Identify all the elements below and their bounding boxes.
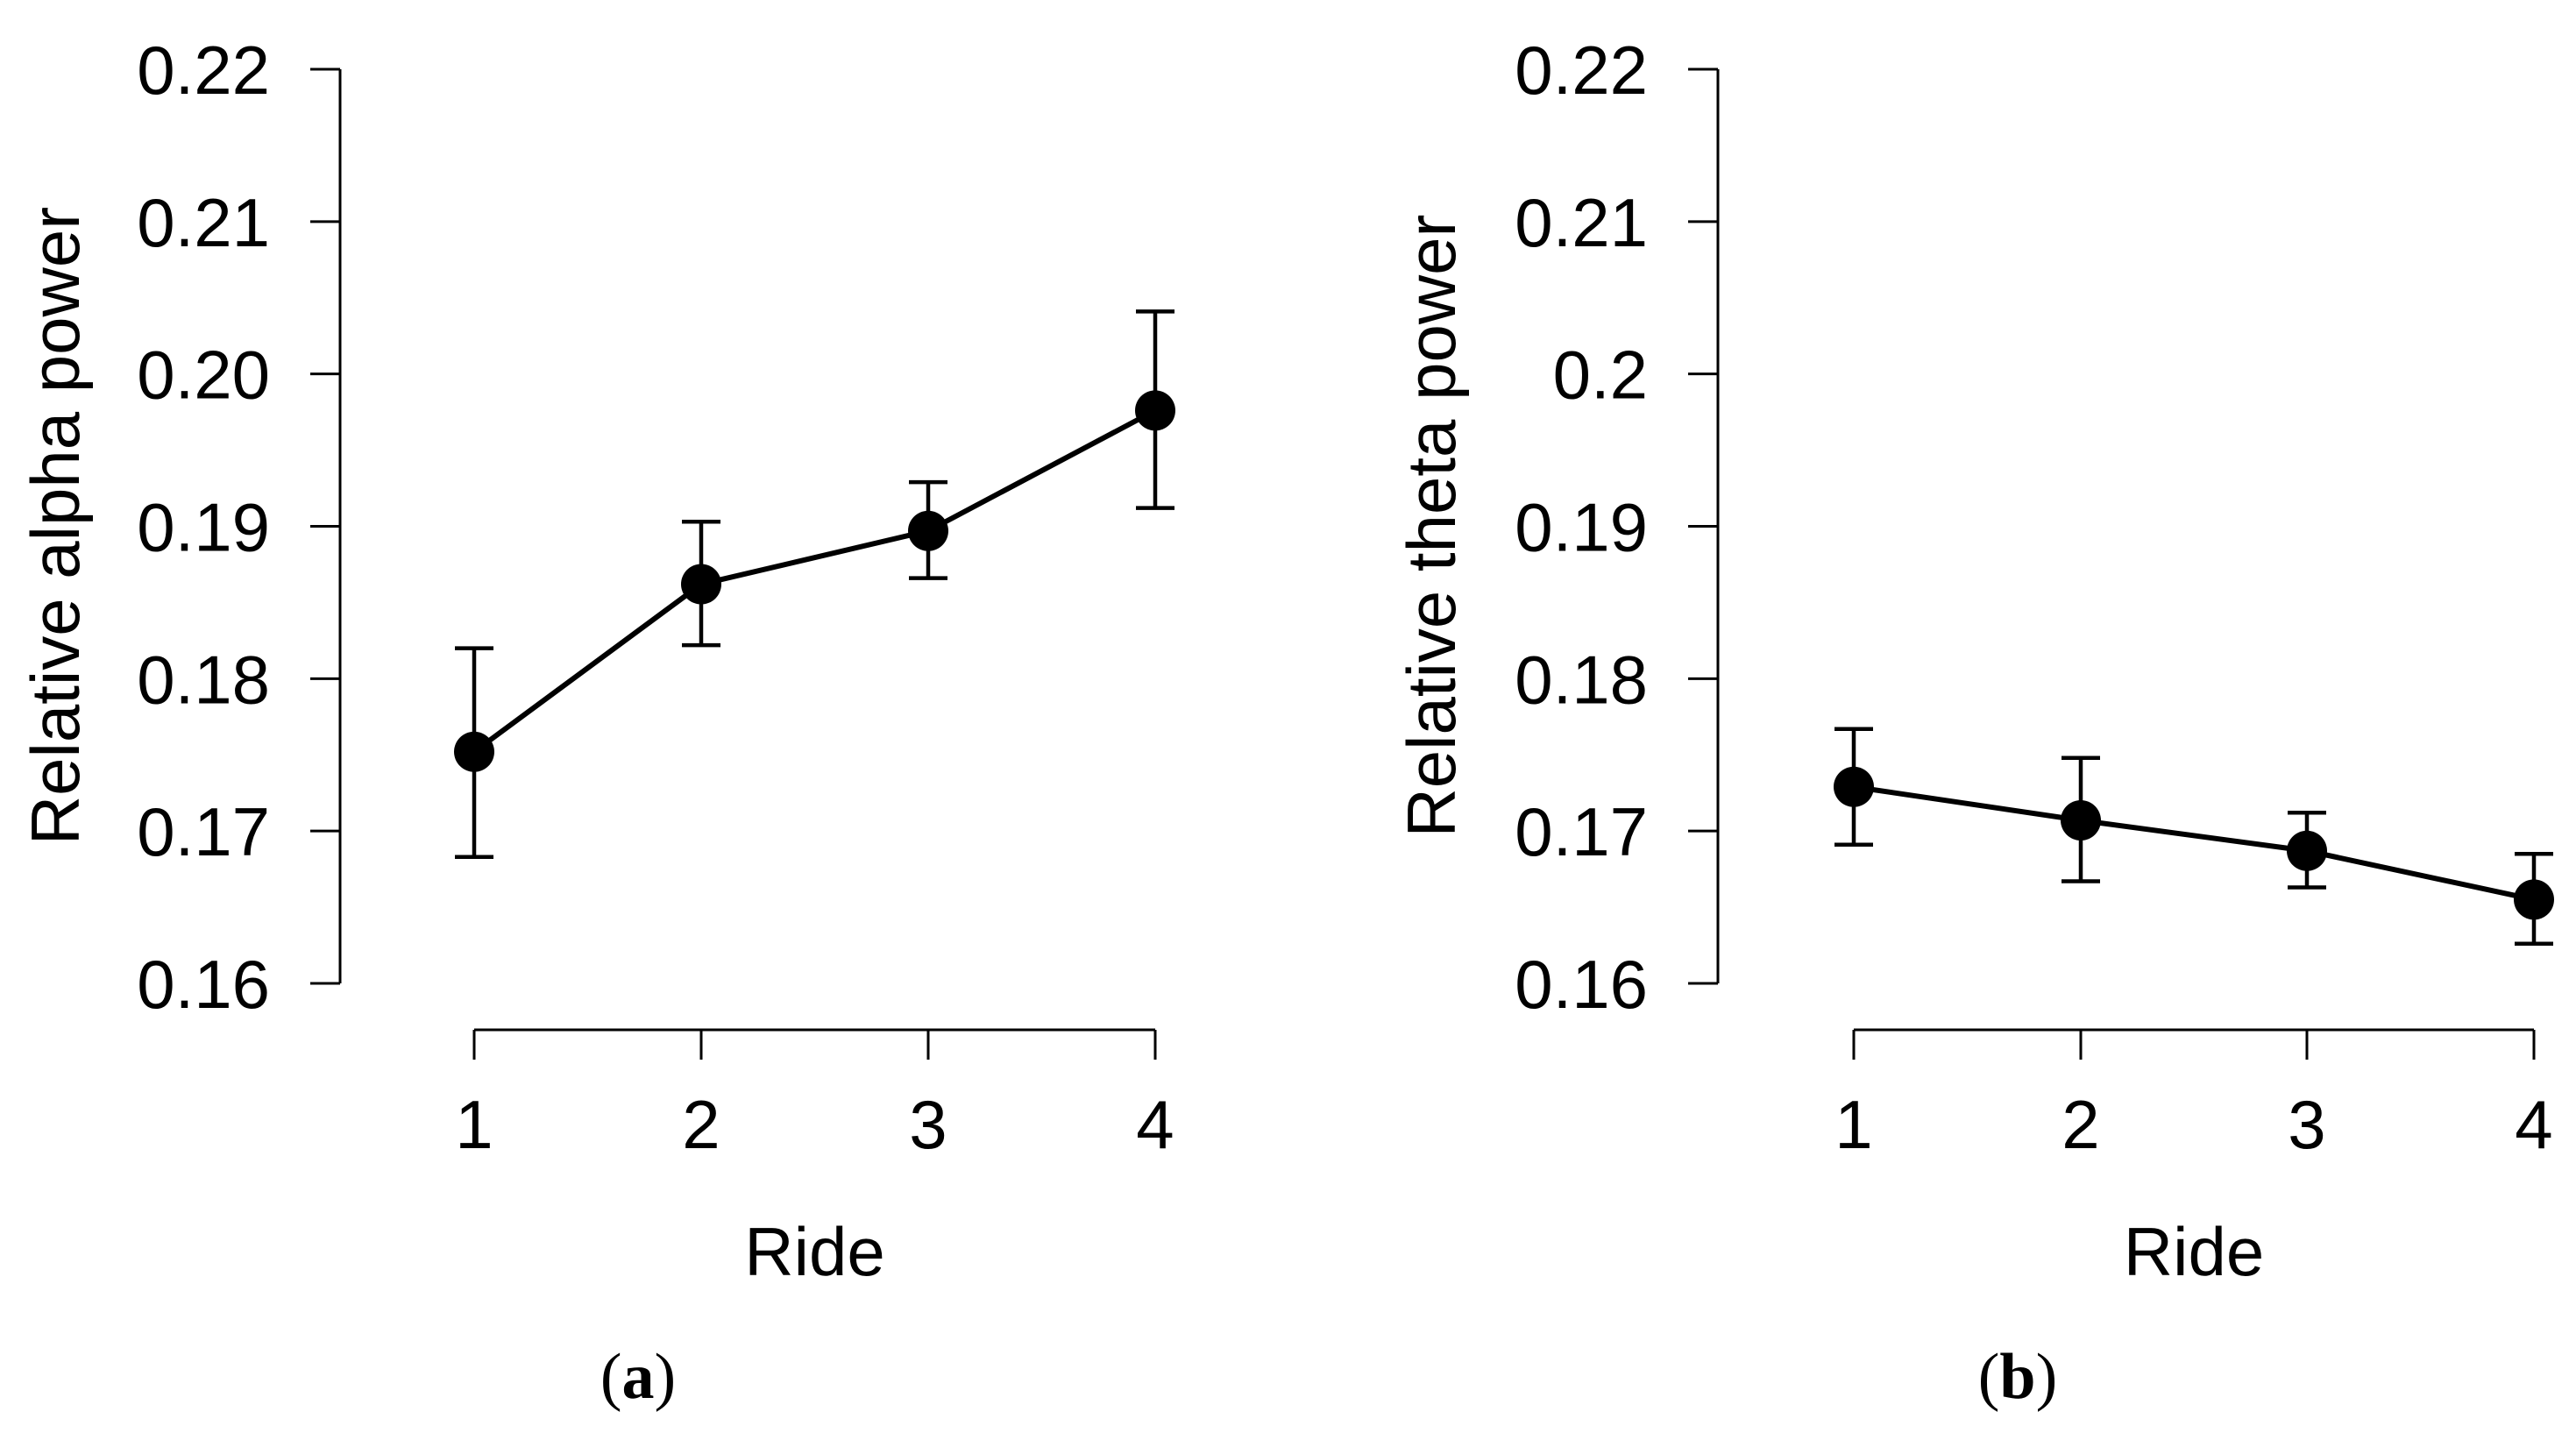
series-line [472,408,1157,755]
y-axis-label: Relative theta power [1393,214,1470,837]
y-tick-label: 0.19 [1515,489,1648,566]
y-tick-label: 0.16 [1515,946,1648,1023]
x-axis-label: Ride [744,1213,884,1290]
y-tick-label: 0.17 [137,793,270,870]
panel-caption-a: (a) [600,1341,676,1413]
x-axis-label: Ride [2124,1213,2264,1290]
data-point [2514,879,2554,920]
y-tick-label: 0.16 [137,946,270,1023]
panel-caption-b: (b) [1978,1341,2057,1413]
x-tick-label: 3 [909,1086,947,1163]
x-tick-label: 4 [2515,1086,2552,1163]
y-tick-label: 0.19 [137,489,270,566]
y-tick-label: 0.18 [137,641,270,718]
x-tick-label: 2 [2062,1086,2099,1163]
y-tick-label: 0.2 [1553,337,1648,414]
y-tick-label: 0.22 [137,32,270,109]
series-line [1853,784,2535,903]
y-tick-label: 0.18 [1515,641,1648,718]
data-point [1834,766,1874,807]
y-axis-label: Relative alpha power [17,207,94,845]
y-tick-label: 0.17 [1515,793,1648,870]
y-tick-label: 0.21 [137,184,270,261]
x-tick-label: 1 [1834,1086,1872,1163]
data-point [681,564,721,605]
x-tick-label: 1 [455,1086,493,1163]
chart-panel-b: 0.16 0.17 0.18 0.19 0.2 0.21 0.22 1 2 3 4 Ride Relat… [1393,32,2554,1290]
x-tick-label: 2 [682,1086,720,1163]
chart-panel-a: 0.16 0.17 0.18 0.19 0.20 0.21 0.22 1 2 3 4 Ride Rela… [17,32,1175,1290]
x-tick-label: 4 [1136,1086,1174,1163]
data-point [2287,830,2327,871]
y-tick-label: 0.22 [1515,32,1648,109]
y-tick-label: 0.20 [137,337,270,414]
data-point [454,731,494,772]
x-tick-label: 3 [2288,1086,2325,1163]
data-point [2061,799,2101,841]
y-tick-label: 0.21 [1515,184,1648,261]
data-point [1135,390,1175,431]
data-point [908,510,948,551]
